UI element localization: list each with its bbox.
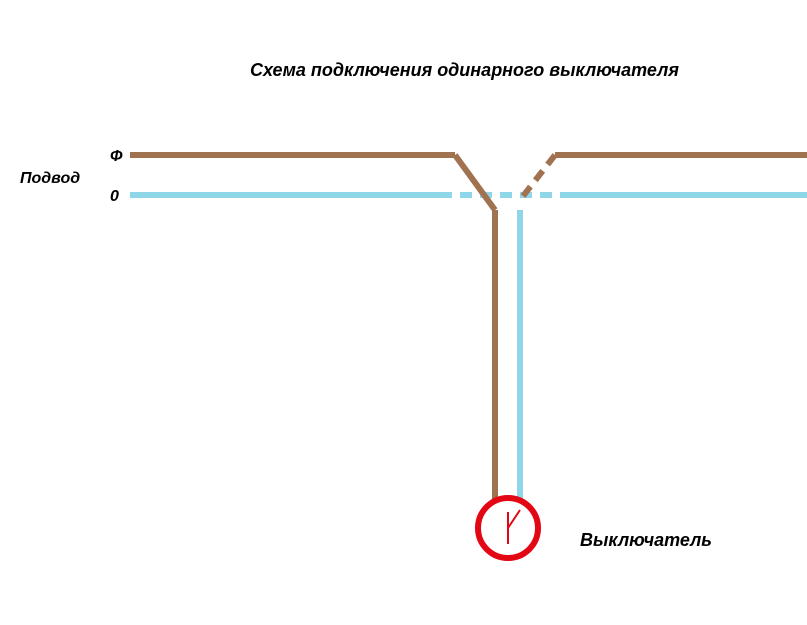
switch-tick-2 (508, 510, 520, 528)
diagram-title: Схема подключения одинарного выключателя (250, 60, 679, 81)
switch-label: Выключатель (580, 530, 712, 551)
phase-label: Ф (110, 148, 123, 166)
supply-label: Подвод (20, 170, 80, 188)
neutral-label: 0 (110, 188, 119, 206)
phase-wire-diag-left (455, 155, 495, 210)
